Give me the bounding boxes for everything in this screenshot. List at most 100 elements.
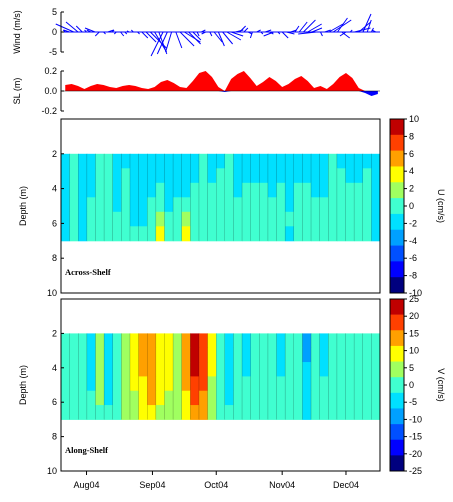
wind-stick	[188, 31, 201, 45]
along-shelf-cell	[181, 347, 191, 363]
across-shelf-cell	[285, 211, 295, 227]
across-shelf-cell	[86, 226, 96, 242]
along-shelf-cell	[164, 405, 174, 420]
across-shelf-cell	[285, 153, 295, 169]
along-shelf-cell	[112, 376, 122, 392]
along-shelf-cell	[86, 405, 96, 420]
wind-stick	[201, 31, 206, 35]
along-shelf-cell	[362, 390, 372, 406]
across-shelf-cell	[69, 182, 79, 198]
across-shelf-cell	[259, 153, 269, 169]
across-shelf-cell	[216, 182, 226, 198]
across-shelf-cell	[121, 226, 131, 242]
across-shelf-cell	[190, 197, 200, 213]
along-shelf-cell	[354, 376, 364, 392]
along-shelf-cell	[216, 376, 226, 392]
along-shelf-annotation: Along-Shelf	[65, 445, 108, 455]
across-shelf-cell	[86, 153, 96, 169]
along-shelf-cell	[311, 347, 321, 363]
along-shelf-cell	[207, 390, 217, 406]
wind-stick	[84, 29, 87, 33]
wind-stick	[175, 31, 183, 49]
across-shelf-cell	[354, 211, 364, 227]
across-shelf-cell	[104, 211, 114, 227]
along-shelf-cell	[276, 405, 286, 420]
across-shelf-cell	[259, 211, 269, 227]
along-shelf-cell	[319, 347, 329, 363]
across-shelf-cell	[319, 197, 329, 213]
across-shelf-cell	[164, 197, 174, 213]
wind-ytick-label: -5	[49, 47, 57, 57]
across-shelf-cell	[319, 168, 329, 184]
wind-stick	[75, 25, 83, 33]
across-shelf-cell	[147, 153, 157, 169]
v-colorbar-tick-label: -20	[409, 449, 422, 459]
across-shelf-cell	[164, 211, 174, 227]
along-shelf-cell	[302, 390, 312, 406]
along-shelf-cell	[121, 405, 131, 420]
sea-level-ylabel: SL (m)	[12, 78, 22, 105]
along-shelf-cell	[129, 376, 140, 392]
along-shelf-cell	[207, 333, 217, 349]
along-shelf-cell	[190, 405, 200, 420]
wind-stick	[192, 31, 202, 41]
v-colorbar-swatch	[390, 345, 404, 362]
across-shelf-cell	[181, 153, 191, 169]
across-shelf-cell	[216, 168, 226, 184]
along-shelf-cell	[173, 362, 183, 377]
along-shelf-cell	[190, 333, 200, 349]
across-shelf-cell	[78, 182, 88, 198]
along-shelf-cell	[233, 405, 243, 420]
across-shelf-cell	[198, 153, 209, 169]
across-shelf-cell	[345, 226, 355, 242]
v-colorbar-tick-label: -5	[409, 397, 417, 407]
across-shelf-cell	[328, 197, 338, 213]
wind-stick	[320, 31, 323, 37]
v-colorbar-tick-label: 25	[409, 294, 419, 304]
along-shelf-cell	[276, 347, 286, 363]
v-colorbar-swatch	[390, 377, 404, 394]
wind-stick	[341, 31, 351, 39]
across-shelf-cell	[155, 182, 165, 198]
along-shelf-cell	[276, 333, 286, 349]
along-shelf-cell	[86, 333, 96, 349]
across-shelf-cell	[276, 211, 286, 227]
across-shelf-cell	[190, 168, 200, 184]
across-shelf-cell	[147, 197, 157, 213]
across-shelf-cell	[311, 153, 321, 169]
wind-stick	[86, 29, 91, 33]
along-shelf-cell	[276, 390, 286, 406]
across-shelf-cell	[371, 197, 381, 213]
across-shelf-cell	[155, 168, 165, 184]
across-shelf-cell	[267, 211, 278, 227]
across-shelf-cell	[112, 182, 122, 198]
across-shelf-cell	[164, 182, 174, 198]
along-shelf-cell	[285, 376, 295, 392]
across-shelf-cell	[112, 211, 122, 227]
wind-stick	[366, 19, 372, 33]
across-shelf-cell	[259, 226, 269, 242]
v-colorbar-label: V (cm/s)	[436, 368, 446, 402]
across-shelf-cell	[147, 211, 157, 227]
along-shelf-cell	[78, 405, 88, 420]
along-shelf-panel: 2 4 6 8 10 Depth (m) Along-Shelf	[18, 298, 381, 476]
x-tick-label: Nov04	[269, 480, 295, 490]
across-shelf-cell	[242, 226, 252, 242]
along-shelf-cell	[233, 362, 243, 377]
along-shelf-cell	[198, 347, 209, 363]
along-shelf-cell	[147, 405, 157, 420]
along-shelf-cell	[345, 376, 355, 392]
wind-stick	[263, 31, 274, 37]
across-shelf-cell	[233, 226, 243, 242]
along-shelf-cell	[285, 362, 295, 377]
along-shelf-cell	[95, 405, 105, 420]
wind-stick	[337, 17, 348, 33]
along-shelf-cell	[311, 405, 321, 420]
along-shelf-cell	[224, 362, 234, 377]
across-shelf-cell	[259, 182, 269, 198]
along-shelf-cell	[198, 333, 209, 349]
across-shelf-cell	[328, 226, 338, 242]
across-shelf-cell	[362, 182, 372, 198]
along-shelf-cell	[129, 390, 140, 406]
across-shelf-cell	[345, 211, 355, 227]
